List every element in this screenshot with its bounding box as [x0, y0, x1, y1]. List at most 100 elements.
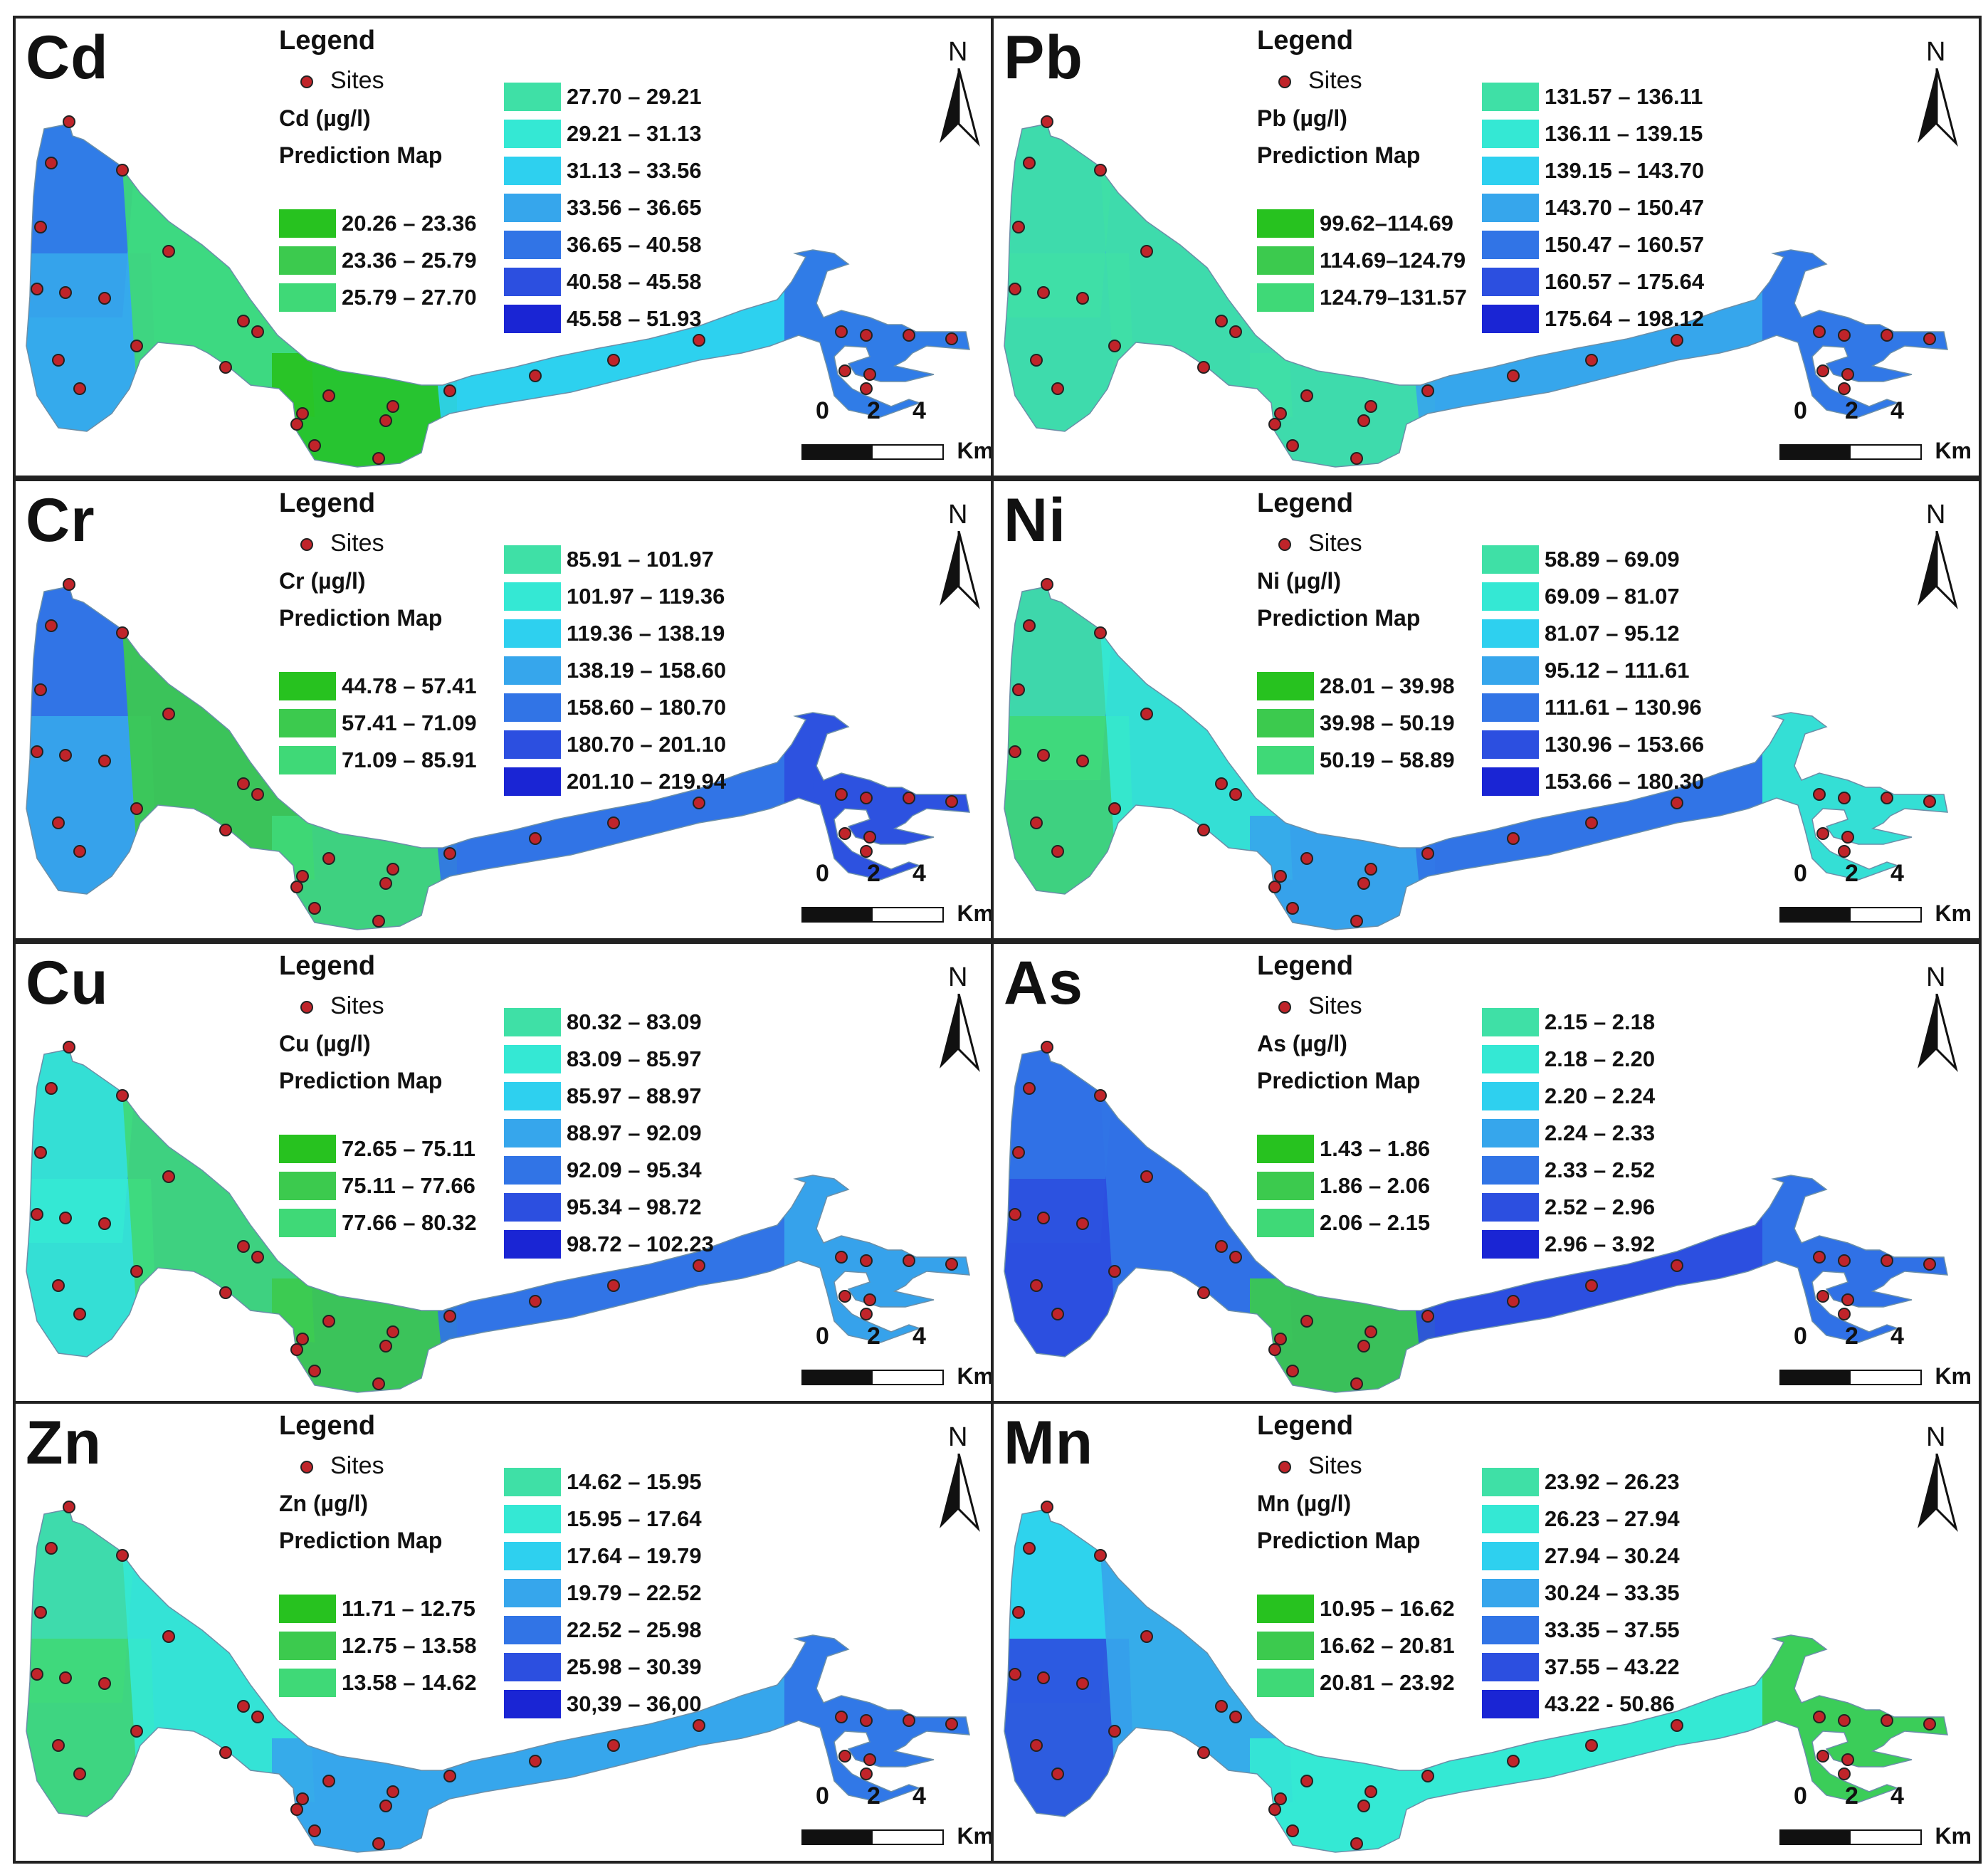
legend-class-8: 40.58 – 45.58 — [504, 268, 702, 298]
site-marker — [1838, 845, 1851, 858]
legend-class-5: 2.20 – 2.24 — [1482, 1082, 1655, 1112]
north-arrow-shape — [940, 1454, 980, 1532]
site-marker — [443, 1770, 456, 1782]
legend-class-label: 23.92 – 26.23 — [1545, 1469, 1680, 1494]
site-marker — [1838, 329, 1851, 342]
zone-west — [26, 253, 158, 446]
legend-class-label: 111.61 – 130.96 — [1545, 695, 1702, 720]
legend-class-label: 13.58 – 14.62 — [342, 1670, 477, 1695]
legend-class-label: 158.60 – 180.70 — [567, 695, 727, 720]
site-marker — [1585, 1739, 1598, 1752]
site-marker — [1012, 683, 1025, 696]
legend-swatch — [279, 1209, 336, 1237]
site-marker — [1215, 315, 1228, 327]
site-marker — [1041, 1041, 1053, 1054]
legend-class-label: 85.97 – 88.97 — [567, 1083, 702, 1108]
site-marker — [386, 863, 399, 876]
site-marker — [1838, 382, 1851, 395]
legend-swatch — [504, 231, 561, 259]
legend-class-1: 114.69–124.79 — [1257, 246, 1466, 276]
site-marker — [130, 1725, 143, 1738]
site-marker — [1838, 1714, 1851, 1727]
site-marker — [63, 115, 75, 128]
legend-class-2: 20.81 – 23.92 — [1257, 1669, 1455, 1698]
legend-class-3: 131.57 – 136.11 — [1482, 83, 1703, 112]
legend-swatch — [1482, 120, 1539, 148]
legend-class-0: 10.95 – 16.62 — [1257, 1595, 1455, 1624]
scale-label: 4 — [1890, 1782, 1904, 1810]
legend-class-label: 43.22 - 50.86 — [1545, 1691, 1675, 1716]
legend-sites: Sites — [300, 530, 384, 557]
site-marker — [372, 1377, 385, 1390]
site-marker — [1507, 369, 1520, 382]
north-label: N — [1926, 37, 1946, 67]
legend-class-7: 92.09 – 95.34 — [504, 1156, 702, 1186]
legend-class-label: 131.57 – 136.11 — [1545, 84, 1703, 109]
site-marker — [296, 1792, 309, 1805]
legend-class-label: 57.41 – 71.09 — [342, 710, 477, 735]
site-marker — [322, 1775, 335, 1787]
site-marker — [945, 795, 958, 808]
site-marker — [1421, 847, 1434, 860]
legend-swatch — [1482, 1156, 1539, 1185]
scale-label: 4 — [913, 1323, 926, 1350]
legend: Legend Sites Zn (µg/l) Prediction Map 11.71 … — [279, 1411, 749, 1731]
site-marker — [251, 788, 264, 801]
lake-outline — [1004, 1049, 1948, 1393]
legend-swatch — [504, 656, 561, 685]
north-arrow-shape — [940, 994, 980, 1072]
site-marker — [116, 626, 129, 639]
map-canvas — [1004, 578, 1948, 930]
site-marker — [1357, 1340, 1370, 1353]
legend-swatch — [504, 1505, 561, 1533]
legend-class-2: 71.09 – 85.91 — [279, 746, 477, 776]
site-marker — [1009, 745, 1021, 758]
site-marker — [1197, 1746, 1210, 1759]
legend-class-label: 30.24 – 33.35 — [1545, 1580, 1680, 1605]
legend-swatch — [1482, 1045, 1539, 1073]
legend-class-label: 2.15 – 2.18 — [1545, 1009, 1656, 1034]
site-marker — [1816, 827, 1829, 840]
legend-class-4: 101.97 – 119.36 — [504, 582, 725, 612]
scale-label: 2 — [867, 1782, 880, 1810]
site-marker — [1012, 1146, 1025, 1159]
legend-class-label: 72.65 – 75.11 — [342, 1136, 475, 1161]
site-marker — [693, 334, 705, 347]
panel-title: Pb — [1004, 23, 1083, 92]
site-marker — [863, 1753, 876, 1766]
legend-swatch — [1257, 1172, 1314, 1200]
sites-label: Sites — [1308, 67, 1362, 94]
legend-class-label: 2.33 – 2.52 — [1545, 1157, 1656, 1182]
scale-label: 4 — [913, 1782, 926, 1810]
legend-class-5: 85.97 – 88.97 — [504, 1082, 702, 1112]
legend-class-0: 72.65 – 75.11 — [279, 1135, 475, 1165]
north-arrow-icon: N — [1912, 962, 1962, 1072]
legend-swatch — [504, 619, 561, 648]
site-marker — [98, 1677, 111, 1690]
site-marker — [1923, 1718, 1936, 1730]
legend-prediction-label: Prediction Map — [279, 1528, 443, 1553]
site-marker — [1076, 755, 1089, 767]
site-marker — [1816, 1750, 1829, 1763]
site-marker — [1051, 1308, 1064, 1320]
legend-swatch — [1257, 1632, 1314, 1660]
legend-class-4: 69.09 – 81.07 — [1482, 582, 1680, 612]
site-marker — [372, 915, 385, 928]
scale-label: 0 — [816, 1323, 829, 1350]
scale-label: 0 — [1794, 397, 1807, 424]
legend-class-label: 75.11 – 77.66 — [342, 1173, 475, 1198]
site-marker — [1838, 792, 1851, 804]
scale-label: 0 — [816, 397, 829, 424]
site-marker — [1274, 870, 1287, 883]
legend-class-7: 158.60 – 180.70 — [504, 693, 726, 723]
site-marker — [251, 325, 264, 338]
scale-unit: Km — [957, 1363, 994, 1389]
site-marker — [219, 361, 232, 374]
sites-label: Sites — [1308, 992, 1362, 1019]
site-marker — [1076, 292, 1089, 305]
site-marker — [308, 1365, 321, 1377]
legend-class-0: 11.71 – 12.75 — [279, 1595, 475, 1624]
site-marker — [162, 245, 175, 258]
legend-class-0: 20.26 – 23.36 — [279, 209, 477, 239]
site-marker — [45, 1542, 58, 1555]
